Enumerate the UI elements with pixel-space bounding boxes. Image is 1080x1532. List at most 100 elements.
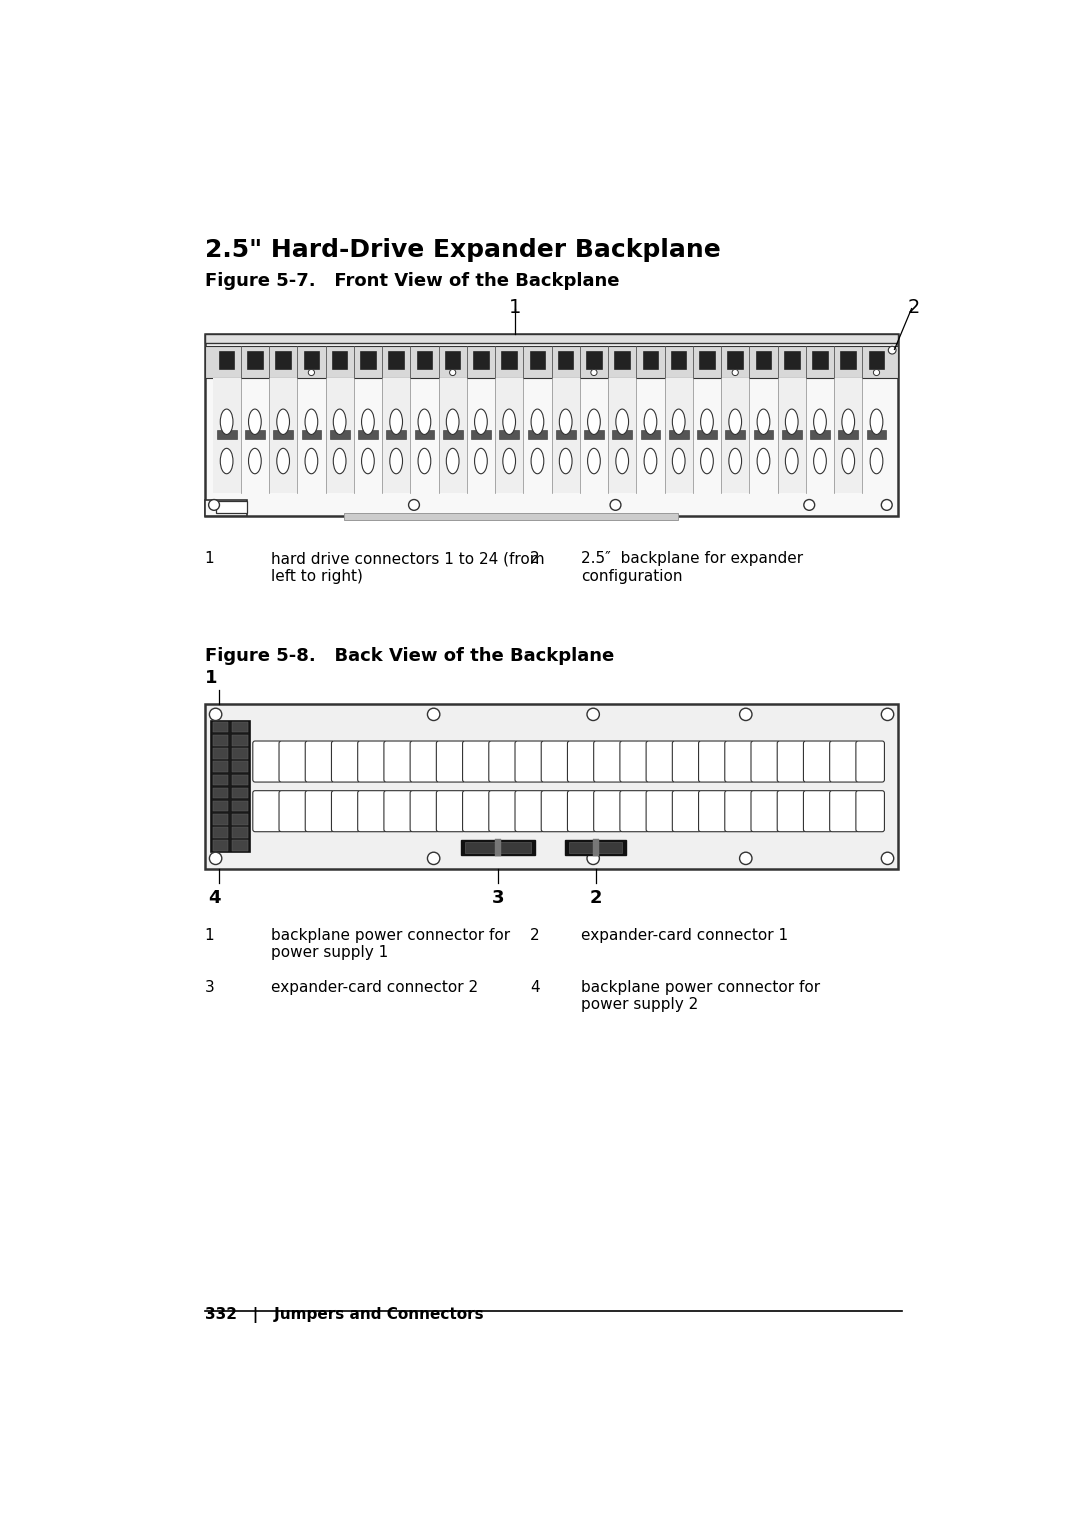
Bar [232,775,247,784]
Bar [558,351,573,369]
FancyBboxPatch shape [541,741,570,781]
FancyBboxPatch shape [620,741,648,781]
Text: 4: 4 [530,980,540,994]
Bar [232,841,247,850]
Bar [217,430,237,440]
FancyBboxPatch shape [279,741,308,781]
Ellipse shape [220,449,233,473]
FancyBboxPatch shape [279,791,308,832]
Bar [465,843,531,853]
Bar [669,430,689,440]
Ellipse shape [276,409,289,435]
Circle shape [428,852,440,864]
FancyBboxPatch shape [699,791,727,832]
Ellipse shape [870,409,882,435]
Bar [213,735,228,746]
Ellipse shape [729,409,742,435]
Bar [782,430,801,440]
Ellipse shape [418,449,431,473]
Circle shape [210,852,221,864]
Text: expander-card connector 1: expander-card connector 1 [581,928,787,942]
Bar [443,430,462,440]
Bar [332,351,348,369]
Ellipse shape [220,409,233,435]
FancyBboxPatch shape [751,741,780,781]
Ellipse shape [362,409,375,435]
Bar [754,430,773,440]
Bar [566,840,626,855]
Ellipse shape [673,409,685,435]
Bar [615,351,630,369]
Text: 3: 3 [492,889,504,907]
Ellipse shape [729,449,742,473]
FancyBboxPatch shape [489,741,517,781]
Bar [205,334,899,343]
Text: 2: 2 [530,928,540,942]
FancyBboxPatch shape [620,791,648,832]
FancyBboxPatch shape [357,741,387,781]
Bar [721,378,750,493]
Ellipse shape [362,449,375,473]
Bar [529,351,545,369]
Bar [495,378,524,493]
Bar [834,378,862,493]
Circle shape [408,499,419,510]
Ellipse shape [588,409,600,435]
Ellipse shape [305,449,318,473]
Bar [213,748,228,758]
Bar [329,430,350,440]
Bar [812,351,827,369]
Bar [213,775,228,784]
Bar [205,499,247,516]
Bar [640,430,660,440]
Circle shape [610,499,621,510]
FancyBboxPatch shape [646,741,675,781]
Bar [445,351,460,369]
Bar [501,351,517,369]
Ellipse shape [616,449,629,473]
Bar [301,430,321,440]
FancyBboxPatch shape [829,741,859,781]
Ellipse shape [276,449,289,473]
Text: 2: 2 [530,552,540,567]
Bar [584,430,604,440]
Ellipse shape [446,409,459,435]
Bar [556,430,576,440]
Bar [866,430,887,440]
Bar [499,430,519,440]
Bar [586,351,602,369]
Text: 1: 1 [205,552,214,567]
Bar [325,378,354,493]
Text: 1: 1 [509,297,521,317]
Bar [213,801,228,812]
FancyBboxPatch shape [594,791,622,832]
Text: backplane power connector for
power supply 2: backplane power connector for power supp… [581,980,820,1013]
FancyBboxPatch shape [436,791,464,832]
Bar [569,843,622,853]
FancyBboxPatch shape [410,791,438,832]
Circle shape [449,369,456,375]
Bar [303,351,320,369]
FancyBboxPatch shape [673,741,701,781]
Bar [213,378,241,493]
Ellipse shape [588,449,600,473]
Text: 2: 2 [907,297,920,317]
Bar [699,351,715,369]
Bar [275,351,291,369]
Ellipse shape [248,449,261,473]
Circle shape [804,499,814,510]
Bar [382,378,410,493]
Bar [211,720,249,852]
Ellipse shape [390,409,403,435]
FancyBboxPatch shape [567,741,596,781]
Bar [232,813,247,824]
Bar [213,722,228,732]
Ellipse shape [813,409,826,435]
Bar [471,430,490,440]
Ellipse shape [474,409,487,435]
FancyBboxPatch shape [306,791,334,832]
Bar [664,378,693,493]
Ellipse shape [785,409,798,435]
FancyBboxPatch shape [253,791,282,832]
FancyBboxPatch shape [515,791,543,832]
